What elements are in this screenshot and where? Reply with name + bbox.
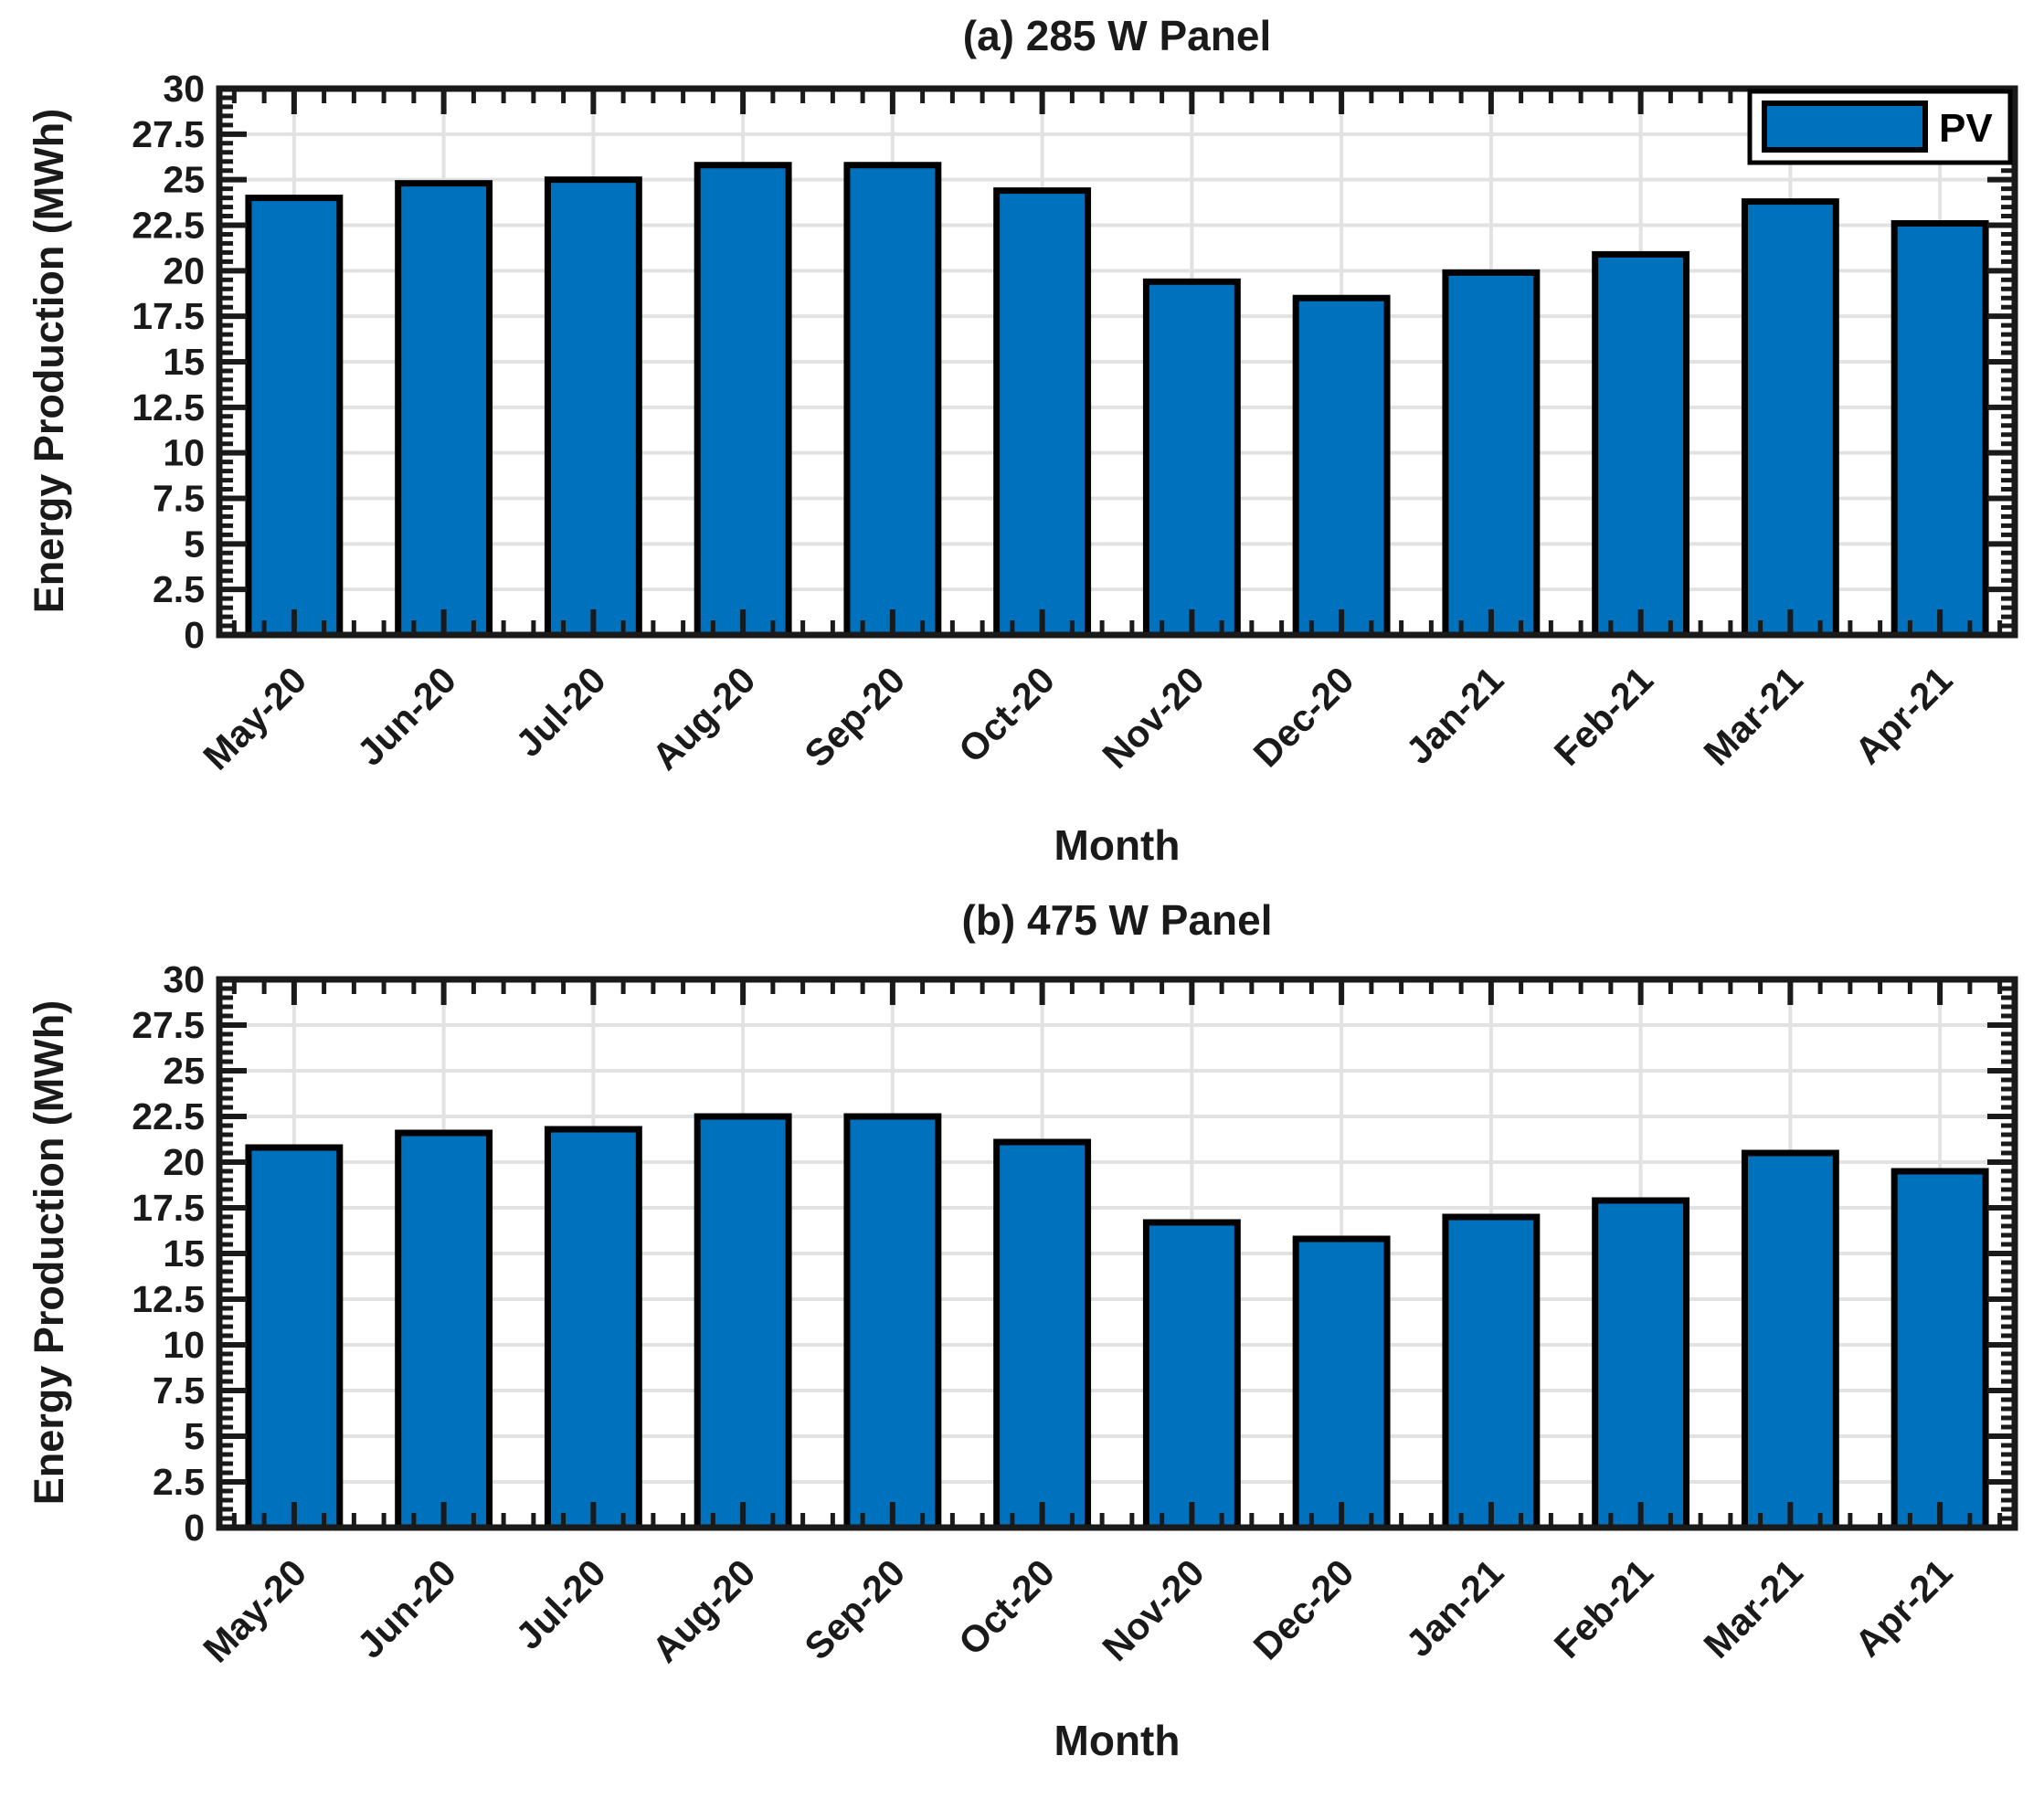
y-tick-label: 5 bbox=[184, 1415, 205, 1457]
x-tick-label: Nov-20 bbox=[1095, 659, 1213, 777]
bar-jun-20 bbox=[395, 180, 493, 639]
y-tick-label: 15 bbox=[163, 341, 205, 383]
bar-dec-20 bbox=[1292, 294, 1391, 639]
bar-oct-20 bbox=[993, 187, 1092, 639]
x-tick-label: Oct-20 bbox=[950, 1551, 1063, 1664]
bar-mar-21 bbox=[1741, 1149, 1839, 1531]
bar-may-20 bbox=[245, 195, 344, 639]
x-tick-label: Jul-20 bbox=[507, 1551, 613, 1657]
x-tick-label: Dec-20 bbox=[1245, 659, 1362, 776]
legend-pv-label: PV bbox=[1939, 106, 1993, 151]
x-tick-label: Mar-21 bbox=[1696, 659, 1811, 774]
bar-oct-20 bbox=[993, 1138, 1092, 1531]
bar-jul-20 bbox=[544, 176, 642, 639]
x-tick-label: Jan-21 bbox=[1398, 1551, 1511, 1665]
major-ticks bbox=[219, 89, 2015, 635]
minor-ticks bbox=[219, 979, 2015, 1528]
x-tick-label: May-20 bbox=[195, 659, 314, 778]
y-tick-label: 10 bbox=[163, 1324, 205, 1366]
x-tick-label: Jun-20 bbox=[349, 1551, 464, 1666]
panel-a-xlabel: Month bbox=[1054, 821, 1181, 869]
y-tick-label: 25 bbox=[163, 159, 205, 201]
x-tick-label: Feb-21 bbox=[1546, 1551, 1661, 1666]
y-tick-label: 0 bbox=[184, 614, 205, 656]
x-tick-label: Oct-20 bbox=[950, 659, 1063, 771]
panel-b-ylabel: Energy Production (MWh) bbox=[26, 999, 72, 1506]
x-tick-label: Aug-20 bbox=[644, 1551, 764, 1671]
x-tick-label: Sep-20 bbox=[797, 1551, 914, 1668]
y-tick-label: 12.5 bbox=[132, 386, 205, 428]
bar-nov-20 bbox=[1142, 278, 1241, 639]
y-tick-label: 22.5 bbox=[132, 1095, 205, 1137]
x-tick-label: Jul-20 bbox=[507, 659, 613, 765]
y-tick-label: 0 bbox=[184, 1507, 205, 1549]
panel-a-title: (a) 285 W Panel bbox=[962, 12, 1272, 59]
major-ticks bbox=[219, 979, 2015, 1528]
bar-apr-21 bbox=[1890, 1168, 1989, 1531]
bar-jul-20 bbox=[544, 1126, 642, 1531]
bar-dec-20 bbox=[1292, 1235, 1391, 1531]
panel-a-ylabel: Energy Production (MWh) bbox=[26, 108, 72, 614]
x-tick-label: Nov-20 bbox=[1095, 1551, 1213, 1669]
x-tick-label: Jan-21 bbox=[1398, 659, 1511, 772]
legend-pv-swatch bbox=[1762, 100, 1928, 153]
x-tick-label: Feb-21 bbox=[1546, 659, 1661, 774]
bar-mar-21 bbox=[1741, 198, 1839, 639]
y-tick-label: 20 bbox=[163, 1141, 205, 1183]
bar-apr-21 bbox=[1890, 220, 1989, 639]
x-tick-label: Apr-21 bbox=[1847, 1551, 1960, 1665]
y-tick-label: 2.5 bbox=[153, 568, 205, 610]
bar-sep-20 bbox=[843, 162, 942, 639]
x-tick-label: Sep-20 bbox=[797, 659, 914, 776]
y-tick-label: 27.5 bbox=[132, 1004, 205, 1046]
panel-b-title: (b) 475 W Panel bbox=[961, 896, 1273, 944]
bar-may-20 bbox=[245, 1144, 344, 1531]
y-tick-label: 17.5 bbox=[132, 295, 205, 337]
bar-sep-20 bbox=[843, 1113, 942, 1531]
x-tick-label: Mar-21 bbox=[1696, 1551, 1811, 1666]
x-tick-label: Apr-21 bbox=[1847, 659, 1960, 772]
y-tick-label: 5 bbox=[184, 523, 205, 565]
y-tick-label: 12.5 bbox=[132, 1278, 205, 1320]
x-tick-label: Aug-20 bbox=[644, 659, 764, 778]
bar-aug-20 bbox=[694, 162, 792, 639]
x-tick-label: Dec-20 bbox=[1245, 1551, 1362, 1668]
x-tick-label: May-20 bbox=[195, 1551, 314, 1671]
panel-b-xlabel: Month bbox=[1054, 1717, 1181, 1764]
x-tick-label: Jun-20 bbox=[349, 659, 464, 774]
y-tick-label: 17.5 bbox=[132, 1187, 205, 1229]
bar-aug-20 bbox=[694, 1113, 792, 1531]
bar-nov-20 bbox=[1142, 1219, 1241, 1531]
y-tick-label: 25 bbox=[163, 1050, 205, 1092]
bar-jan-21 bbox=[1442, 1213, 1541, 1531]
y-tick-label: 30 bbox=[163, 958, 205, 1000]
y-tick-label: 27.5 bbox=[132, 113, 205, 155]
y-tick-label: 7.5 bbox=[153, 1370, 205, 1412]
legend: PV bbox=[1747, 89, 2013, 165]
bar-feb-21 bbox=[1592, 250, 1690, 639]
y-tick-label: 10 bbox=[163, 432, 205, 474]
bar-feb-21 bbox=[1592, 1197, 1690, 1531]
y-tick-label: 15 bbox=[163, 1232, 205, 1274]
y-tick-label: 30 bbox=[163, 68, 205, 110]
y-tick-label: 20 bbox=[163, 249, 205, 291]
y-tick-label: 2.5 bbox=[153, 1461, 205, 1503]
y-tick-label: 7.5 bbox=[153, 478, 205, 520]
y-tick-label: 22.5 bbox=[132, 205, 205, 247]
bar-jun-20 bbox=[395, 1129, 493, 1531]
bar-jan-21 bbox=[1442, 269, 1541, 639]
